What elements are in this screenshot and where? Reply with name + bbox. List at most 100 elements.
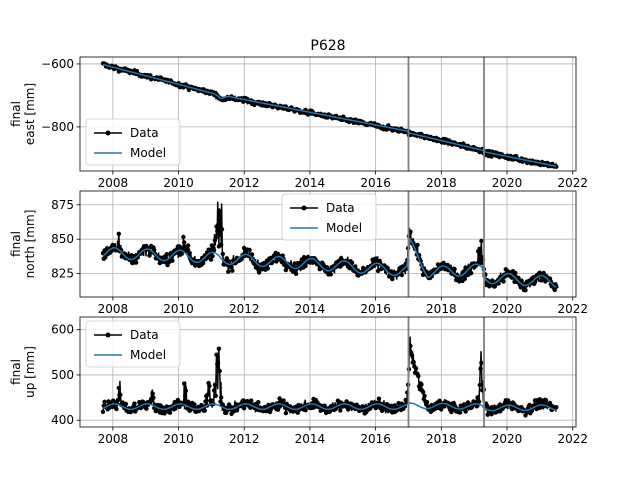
legend-data-marker (105, 332, 111, 338)
data-point (476, 399, 482, 404)
y-tick-label: 850 (51, 232, 74, 246)
data-point (229, 265, 234, 270)
panel-1: 2008 2010 2012 2014 2016 2018 2020 2022 −600 −800… (9, 56, 588, 190)
data-point (554, 405, 559, 410)
data-point (220, 251, 225, 257)
data-point (241, 406, 247, 411)
y-axis-label-line: final (9, 231, 23, 257)
data-point (478, 260, 483, 266)
legend-data-label: Data (130, 126, 159, 140)
data-point (275, 407, 281, 412)
x-tick-label: 2022 (557, 302, 588, 316)
data-point (376, 396, 382, 401)
data-point (224, 256, 229, 261)
data-point (492, 284, 497, 289)
data-point (226, 269, 231, 274)
y-tick-label: 825 (51, 267, 74, 281)
data-point (283, 410, 289, 416)
axes-frame (79, 56, 577, 172)
model-series-line (102, 237, 557, 288)
x-tick-label: 2014 (295, 432, 326, 446)
axes-frame (79, 316, 577, 428)
data-point (141, 399, 146, 405)
legend-data-marker (301, 205, 307, 211)
data-point (303, 408, 308, 413)
data-point (215, 360, 221, 366)
x-tick-label: 2014 (295, 302, 326, 316)
data-point (474, 404, 479, 409)
data-point (469, 270, 474, 276)
data-point (321, 263, 326, 268)
data-point (213, 393, 218, 398)
data-point (116, 385, 122, 391)
data-point (102, 399, 107, 404)
x-tick-label: 2016 (360, 302, 391, 316)
data-point (457, 410, 463, 415)
data-point (247, 247, 252, 253)
data-point (484, 403, 490, 408)
panel-2: 2008 2010 2012 2014 2016 2018 2020 2022 825 850 87… (9, 190, 588, 316)
y-axis-label-line: east [mm] (23, 83, 37, 145)
data-point (167, 410, 173, 415)
x-tick-label: 2010 (163, 302, 194, 316)
data-point (532, 398, 538, 403)
data-point (133, 260, 139, 265)
x-tick-label: 2022 (557, 432, 588, 446)
x-tick-label: 2008 (98, 302, 129, 316)
data-point (281, 398, 286, 403)
data-point (275, 251, 281, 257)
data-point (496, 281, 501, 286)
data-point (215, 222, 221, 227)
legend-data-marker (105, 130, 111, 136)
x-tick-label: 2010 (163, 176, 194, 190)
x-tick-label: 2012 (229, 302, 260, 316)
data-point (399, 272, 404, 278)
data-point (200, 261, 206, 266)
y-axis-label-line: final (9, 359, 23, 385)
data-point (451, 401, 456, 406)
data-point (103, 255, 108, 260)
data-point (212, 382, 218, 388)
data-point (187, 250, 192, 256)
data-point (328, 272, 333, 277)
data-point (338, 408, 343, 413)
data-point (182, 240, 187, 245)
data-point (118, 392, 123, 397)
data-point (523, 288, 528, 293)
data-point (390, 276, 395, 282)
data-point (210, 253, 215, 259)
y-axis-label-line: up [mm] (23, 346, 37, 398)
data-point (422, 393, 427, 399)
data-point (211, 248, 217, 253)
plot-area (100, 61, 559, 169)
legend-model-label: Model (130, 146, 166, 160)
data-point (213, 235, 218, 240)
x-tick-label: 2018 (426, 176, 457, 190)
data-point (151, 395, 156, 400)
data-point (144, 406, 149, 411)
data-point (411, 359, 416, 365)
data-point (249, 398, 254, 403)
x-tick-label: 2018 (426, 432, 457, 446)
data-point (219, 227, 225, 232)
x-tick-label: 2020 (492, 432, 523, 446)
x-tick-label: 2020 (492, 176, 523, 190)
data-point (152, 247, 157, 253)
data-point (303, 263, 308, 269)
data-point (534, 406, 539, 412)
y-tick-label: −800 (41, 120, 74, 134)
data-point (503, 267, 508, 272)
y-tick-label: 400 (51, 413, 74, 427)
x-tick-label: 2010 (163, 432, 194, 446)
y-axis-label-line: north [mm] (23, 210, 37, 279)
data-point (185, 243, 191, 248)
y-tick-label: 875 (51, 198, 74, 212)
data-point (419, 382, 424, 387)
data-point (479, 360, 484, 366)
data-point (214, 352, 219, 357)
data-point (413, 366, 419, 371)
data-point (132, 401, 137, 406)
data-point (100, 409, 106, 414)
data-point (519, 278, 524, 283)
